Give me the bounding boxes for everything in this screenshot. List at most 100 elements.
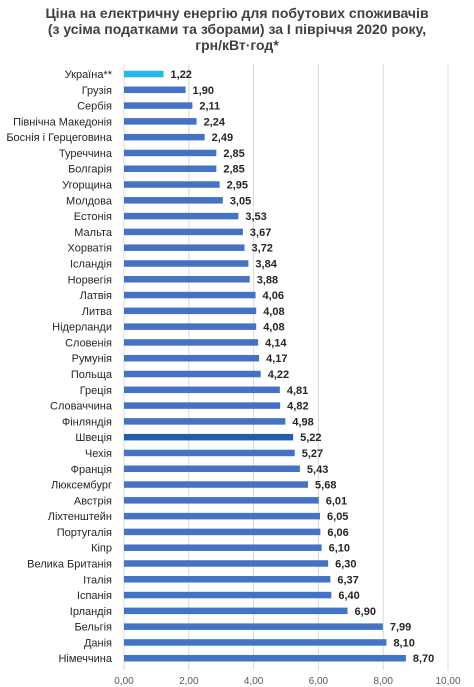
category-label: Туреччина [59,148,113,160]
value-label: 6,06 [327,527,348,539]
x-tick-label: 10,00 [435,676,460,687]
bar [124,102,193,109]
bar [124,244,245,251]
bar [124,133,205,141]
category-label: Греція [80,385,112,397]
bar [124,544,322,551]
value-label: 4,22 [268,369,289,381]
bar [124,418,286,425]
category-label: Литва [82,306,113,318]
category-label: Грузія [82,85,112,97]
bar [124,149,217,157]
category-label: Мальта [74,227,113,239]
value-label: 8,70 [413,653,434,665]
x-tick-label: 2,00 [179,676,199,687]
category-label: Фінляндія [62,416,112,428]
bar [124,449,295,457]
value-label: 6,37 [337,574,358,586]
category-label: Бельгія [74,622,112,634]
value-label: 3,67 [250,227,271,239]
category-label: Велика Британія [27,558,112,570]
bar [124,481,309,488]
chart-title: Ціна на електричну енергію для побутових… [0,5,474,53]
category-label: Словенія [65,337,112,349]
category-label: Угорщина [62,180,113,192]
category-label: Німеччина [58,653,112,665]
category-label: Молдова [66,195,113,207]
value-label: 6,40 [338,590,359,602]
bar [124,623,383,630]
category-label: Польща [71,369,113,381]
category-label: Данія [84,637,112,649]
category-label: Словаччина [50,401,113,413]
category-label: Боснія і Герцеговина [6,132,113,144]
value-label: 4,17 [266,353,287,365]
bar [124,118,197,125]
value-label: 3,72 [252,243,273,255]
bar [124,260,249,267]
bar [124,528,321,536]
bar [124,433,294,441]
bar [124,86,186,94]
category-label: Кіпр [91,543,112,555]
value-label: 6,01 [326,495,347,507]
value-label: 4,14 [265,337,287,349]
category-label: Чехія [85,448,112,460]
bar [124,212,239,220]
value-label: 4,08 [263,306,284,318]
category-label: Швеція [75,432,112,444]
category-label: Португалія [57,527,112,539]
chart-title-line-3: грн/кВт·год* [195,37,279,53]
bar [124,181,220,188]
category-label: Сербія [77,101,112,113]
bar [124,639,387,646]
value-label: 4,81 [287,385,308,397]
value-label: 8,10 [393,637,414,649]
category-label: Іспанія [77,590,112,602]
category-label: Латвія [80,290,112,302]
bar [124,654,406,662]
value-label: 6,10 [329,543,350,555]
value-label: 3,53 [245,211,266,223]
category-label: Австрія [74,495,112,507]
bar [124,307,257,315]
x-tick-label: 0,00 [114,676,134,687]
x-tick-label: 6,00 [309,676,329,687]
chart-title-line-1: Ціна на електричну енергію для побутових… [45,5,429,21]
value-label: 2,11 [199,101,220,113]
chart-title-line-2: (з усіма податками та зборами) за І півр… [47,21,427,37]
value-label: 2,95 [227,180,248,192]
bar [124,276,250,283]
bar [124,370,261,378]
category-label: Люксембург [51,480,112,492]
value-label: 5,22 [300,432,321,444]
bar [124,386,280,394]
bar [124,339,259,346]
value-label: 7,99 [390,622,411,634]
value-label: 2,85 [223,164,244,176]
value-label: 5,27 [302,448,323,460]
bar [124,560,329,567]
value-label: 6,30 [335,558,356,570]
value-label: 4,06 [263,290,284,302]
category-label: Хорватія [68,243,113,255]
value-label: 1,90 [193,85,214,97]
value-label: 1,22 [171,69,192,81]
bar [124,291,256,299]
bar [124,165,217,172]
value-label: 2,49 [212,132,233,144]
value-label: 3,05 [230,195,251,207]
value-label: 4,98 [292,416,313,428]
category-label: Ліхтенштейн [48,511,112,523]
value-label: 2,24 [204,116,226,128]
bar [124,323,257,330]
category-label: Північна Македонія [13,116,112,128]
value-label: 5,68 [315,480,336,492]
value-label: 6,05 [327,511,348,523]
value-label: 4,08 [263,322,284,334]
category-label: Норвегія [68,274,112,286]
bar [124,607,348,615]
category-label: Нідерланди [52,322,112,334]
bar [124,497,319,504]
bar [124,591,332,599]
